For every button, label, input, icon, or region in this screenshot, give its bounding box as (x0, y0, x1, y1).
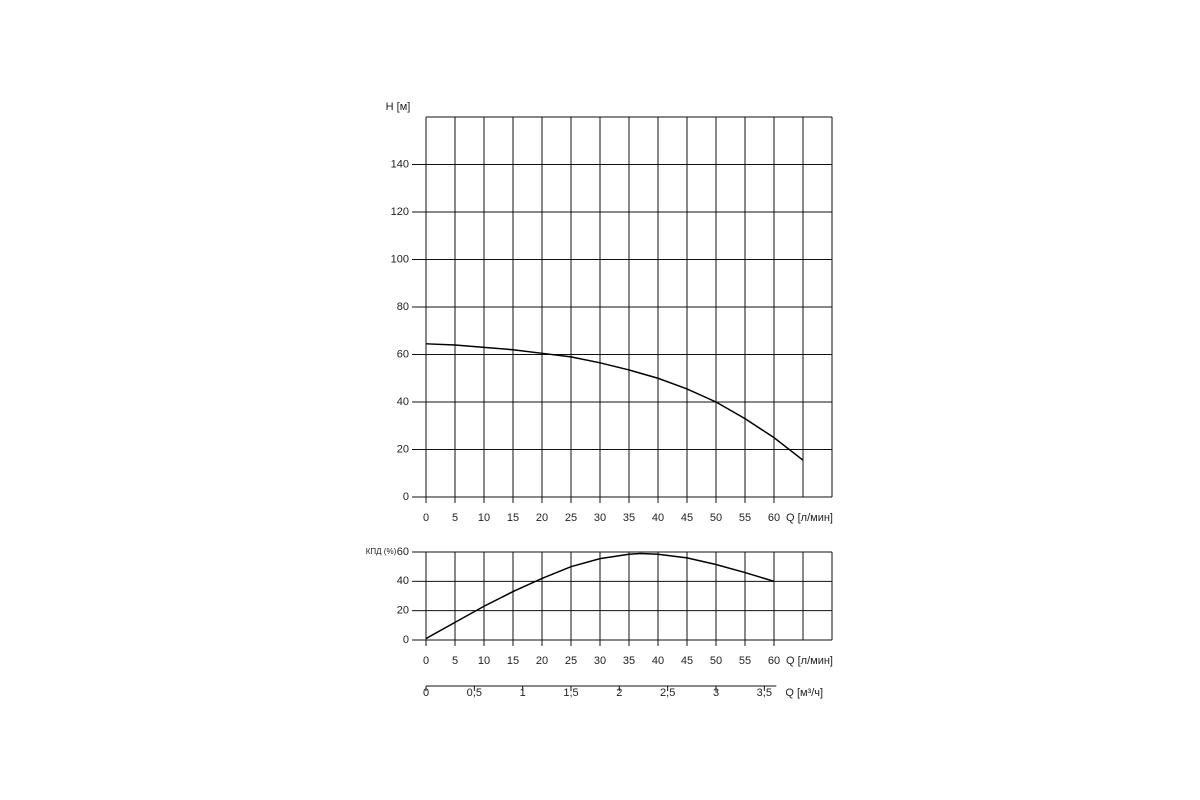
x2-tick-label: 0 (423, 687, 429, 699)
x-tick-label: 10 (478, 655, 490, 667)
y-tick-label: 60 (397, 348, 409, 360)
x-tick-label: 45 (681, 655, 693, 667)
x2-tick-label: 2,5 (660, 687, 675, 699)
x2-tick-label: 3,5 (757, 687, 772, 699)
x-tick-label: 50 (710, 655, 722, 667)
x-tick-label: 15 (507, 512, 519, 524)
x-tick-label: 45 (681, 512, 693, 524)
x-tick-label: 60 (768, 655, 780, 667)
x-tick-label: 5 (452, 655, 458, 667)
y-tick-label: 60 (397, 546, 409, 558)
x-tick-label: 55 (739, 512, 751, 524)
y-tick-label: 0 (403, 634, 409, 646)
y-tick-label: 20 (397, 605, 409, 617)
curve (425, 552, 775, 640)
x-tick-label: 30 (594, 512, 606, 524)
x-tick-label: 60 (768, 512, 780, 524)
x-tick-label: 35 (623, 512, 635, 524)
y-tick-label: 80 (397, 301, 409, 313)
x-tick-label: 40 (652, 512, 664, 524)
x-tick-label: 10 (478, 512, 490, 524)
y-tick-label: 40 (397, 575, 409, 587)
x-tick-label: 55 (739, 655, 751, 667)
x-tick-label: 40 (652, 655, 664, 667)
x-tick-label: 0 (423, 512, 429, 524)
y-tick-label: 120 (391, 206, 409, 218)
y-tick-label: 140 (391, 158, 409, 170)
x2-tick-label: 0,5 (467, 687, 482, 699)
x-tick-label: 35 (623, 655, 635, 667)
x-axis-label: Q [л/мин] (786, 512, 833, 524)
x-tick-label: 30 (594, 655, 606, 667)
y-tick-label: 100 (391, 253, 409, 265)
x2-tick-label: 3 (713, 687, 719, 699)
y-tick-label: 40 (397, 396, 409, 408)
x-tick-label: 25 (565, 655, 577, 667)
x-tick-label: 25 (565, 512, 577, 524)
x-tick-label: 5 (452, 512, 458, 524)
x-tick-label: 50 (710, 512, 722, 524)
x-tick-label: 20 (536, 655, 548, 667)
x2-tick-label: 2 (616, 687, 622, 699)
x2-tick-label: 1,5 (563, 687, 578, 699)
x2-axis-label: Q [м³/ч] (785, 687, 823, 699)
x-axis-label: Q [л/мин] (786, 655, 833, 667)
x-tick-label: 20 (536, 512, 548, 524)
y-tick-label: 20 (397, 443, 409, 455)
y-axis-label: КПД (%) (366, 547, 397, 556)
x2-tick-label: 1 (520, 687, 526, 699)
y-axis-label: H [м] (386, 101, 411, 113)
curve (425, 343, 804, 461)
x-tick-label: 15 (507, 655, 519, 667)
y-tick-label: 0 (403, 491, 409, 503)
x-tick-label: 0 (423, 655, 429, 667)
